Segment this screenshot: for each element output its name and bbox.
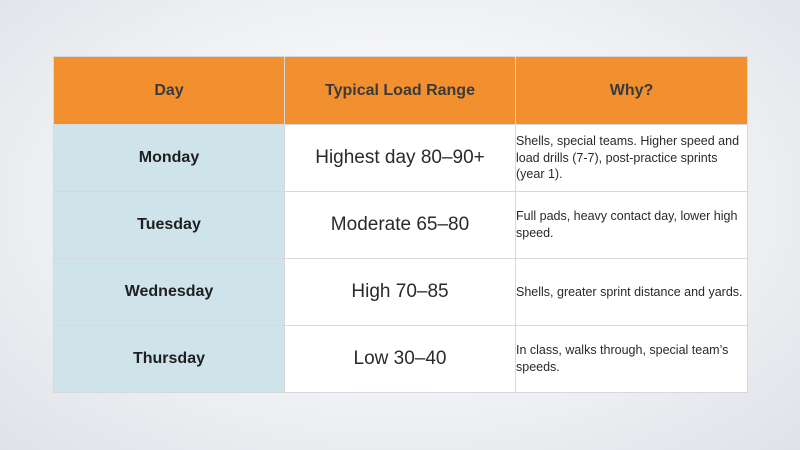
load-range-cell: High 70–85 xyxy=(284,258,516,326)
why-cell: Shells, greater sprint distance and yard… xyxy=(515,258,748,326)
day-cell: Tuesday xyxy=(53,191,285,259)
load-range-cell: Highest day 80–90+ xyxy=(284,124,516,192)
load-range-cell: Low 30–40 xyxy=(284,325,516,393)
header-why: Why? xyxy=(515,56,748,125)
header-typical-load-range: Typical Load Range xyxy=(284,56,516,125)
load-range-cell: Moderate 65–80 xyxy=(284,191,516,259)
why-cell: Full pads, heavy contact day, lower high… xyxy=(515,191,748,259)
day-cell: Thursday xyxy=(53,325,285,393)
table-row: Thursday Low 30–40 In class, walks throu… xyxy=(53,325,748,393)
load-range-table: Day Typical Load Range Why? Monday Highe… xyxy=(53,56,748,393)
why-cell: In class, walks through, special team’s … xyxy=(515,325,748,393)
header-day: Day xyxy=(53,56,285,125)
day-cell: Monday xyxy=(53,124,285,192)
table-header-row: Day Typical Load Range Why? xyxy=(53,56,748,125)
table-row: Wednesday High 70–85 Shells, greater spr… xyxy=(53,258,748,326)
table-row: Tuesday Moderate 65–80 Full pads, heavy … xyxy=(53,191,748,259)
day-cell: Wednesday xyxy=(53,258,285,326)
table-row: Monday Highest day 80–90+ Shells, specia… xyxy=(53,124,748,192)
why-cell: Shells, special teams. Higher speed and … xyxy=(515,124,748,192)
